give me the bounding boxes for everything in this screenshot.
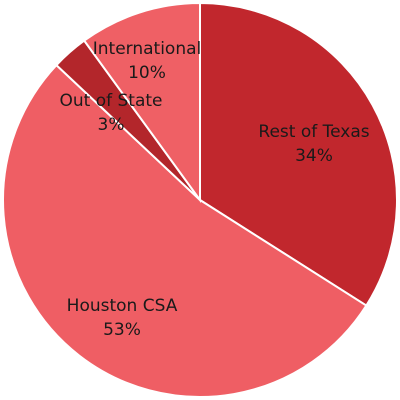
labels-layer: Rest of Texas 34% Houston CSA 53% Out of…	[59, 39, 369, 340]
slice-label-houston-csa: Houston CSA	[67, 296, 178, 316]
slice-value-out-of-state: 3%	[98, 115, 125, 135]
slice-value-international: 10%	[128, 63, 166, 83]
slice-label-out-of-state: Out of State	[59, 91, 162, 111]
slice-value-rest-of-texas: 34%	[295, 146, 333, 166]
pie-slice-houston-csa	[2, 63, 368, 398]
pie-slice-international	[82, 1, 201, 204]
pie-slice-rest-of-texas	[199, 1, 398, 307]
slice-label-rest-of-texas: Rest of Texas	[258, 122, 369, 142]
slice-label-international: International	[93, 39, 202, 59]
slice-value-houston-csa: 53%	[103, 320, 141, 340]
